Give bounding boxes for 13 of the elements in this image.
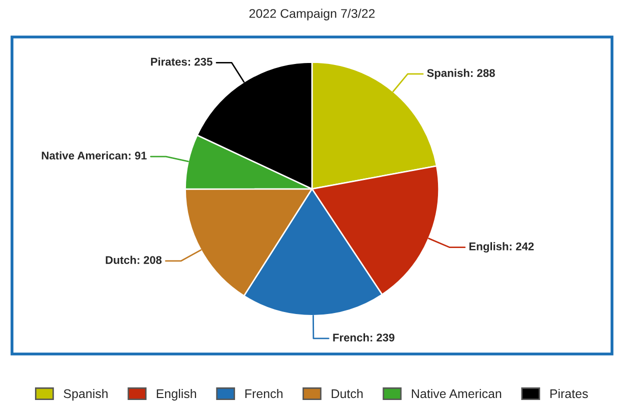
data-label: Native American: 91 — [42, 151, 147, 160]
data-label: English: 242 — [469, 242, 534, 253]
data-label: Pirates: 235 — [151, 58, 212, 66]
data-label: French: 239 — [333, 333, 394, 342]
legend-label: Dutch — [332, 388, 363, 398]
legend-label: English — [156, 388, 196, 401]
legend-label: French — [245, 388, 282, 398]
legend-label: Spanish — [64, 388, 108, 401]
data-label: Dutch: 208 — [106, 256, 162, 264]
legend-label: Pirates — [550, 388, 588, 398]
data-label: Spanish: 288 — [427, 68, 495, 80]
chart-title: 2022 Campaign 7/3/22 — [249, 8, 375, 20]
legend-label: Native American — [412, 388, 502, 398]
